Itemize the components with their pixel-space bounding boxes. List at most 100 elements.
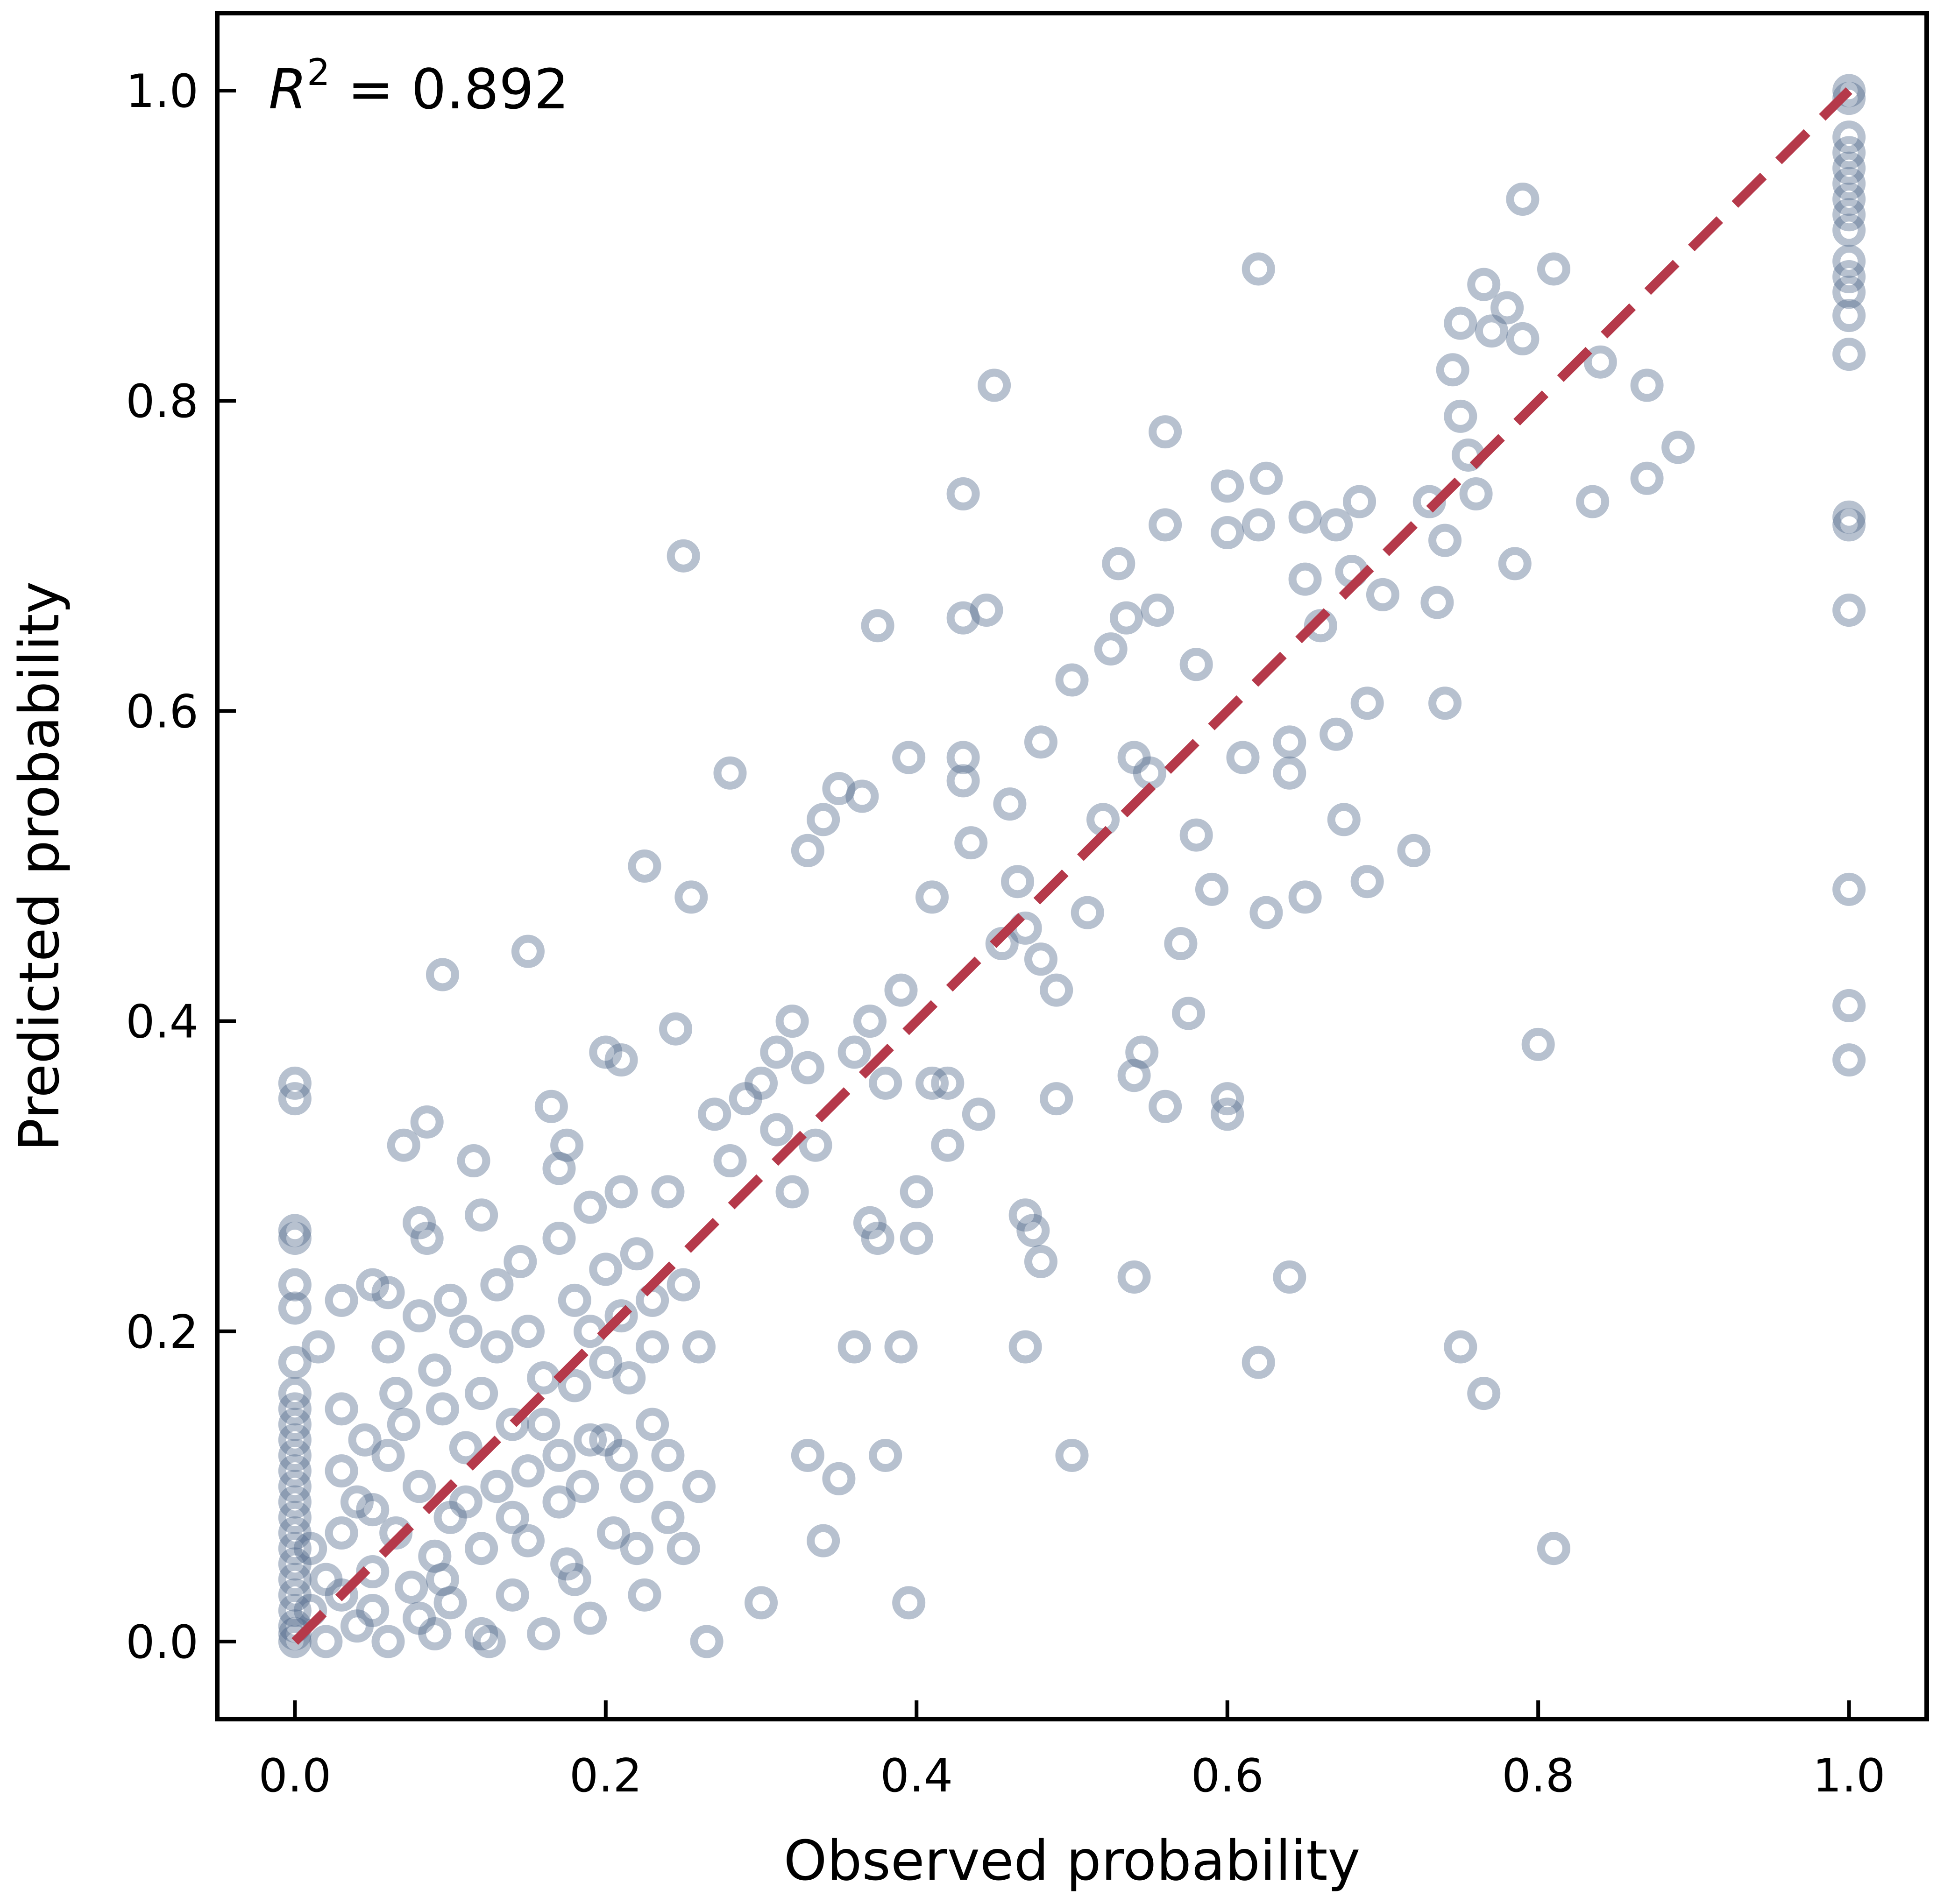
- data-point: [760, 1113, 794, 1147]
- data-point: [745, 1066, 778, 1100]
- data-point: [861, 609, 894, 643]
- data-point: [379, 1377, 413, 1410]
- data-point: [1436, 353, 1469, 387]
- data-point: [496, 1501, 529, 1534]
- data-point: [1008, 1330, 1042, 1364]
- data-point: [1459, 477, 1493, 510]
- data-point: [1832, 276, 1866, 309]
- data-point: [278, 1222, 312, 1255]
- data-point: [1288, 880, 1322, 914]
- data-point: [1172, 997, 1206, 1030]
- y-axis-ticks: 0.0 0.2 0.4 0.6 0.8 1.0: [126, 65, 236, 1669]
- data-point: [348, 1423, 382, 1457]
- data-point: [1475, 314, 1508, 348]
- data-point: [667, 1268, 700, 1302]
- data-point: [457, 1144, 490, 1177]
- data-point: [433, 1586, 467, 1620]
- data-point: [371, 1625, 405, 1658]
- data-point: [1661, 431, 1695, 464]
- data-point: [900, 1222, 933, 1255]
- data-point: [340, 1485, 374, 1519]
- data-point: [604, 1299, 638, 1333]
- data-point: [480, 1330, 514, 1364]
- data-point: [1583, 345, 1617, 379]
- data-point: [970, 594, 1003, 627]
- r-squared-annotation: R2 = 0.892: [269, 52, 569, 121]
- data-point: [946, 601, 980, 635]
- data-point: [822, 1462, 856, 1495]
- data-point: [465, 1617, 498, 1650]
- data-point: [931, 1066, 965, 1100]
- data-point: [915, 880, 949, 914]
- data-point: [278, 1470, 312, 1503]
- data-point: [1071, 896, 1104, 929]
- data-point: [465, 1377, 498, 1410]
- data-point: [278, 1392, 312, 1426]
- data-point: [278, 1532, 312, 1565]
- data-point: [915, 1066, 949, 1100]
- data-point: [775, 1005, 809, 1038]
- data-point: [1117, 1059, 1151, 1092]
- data-point: [1024, 1245, 1057, 1278]
- data-point: [472, 1625, 506, 1658]
- data-point: [1211, 469, 1244, 503]
- data-point: [1320, 717, 1353, 751]
- data-point: [558, 1369, 591, 1402]
- data-point: [433, 1501, 467, 1534]
- data-point: [278, 1423, 312, 1457]
- data-point: [1832, 198, 1866, 232]
- data-point: [1490, 291, 1524, 325]
- data-point: [1366, 578, 1399, 611]
- data-point: [1521, 1027, 1555, 1061]
- data-point: [628, 1578, 661, 1612]
- data-point: [1832, 508, 1866, 542]
- data-point: [791, 1051, 824, 1084]
- data-point: [1211, 1082, 1244, 1116]
- data-point: [1467, 268, 1501, 301]
- data-point: [278, 1268, 312, 1302]
- data-point: [403, 1206, 436, 1239]
- data-point: [713, 1144, 747, 1177]
- data-point: [853, 1005, 887, 1038]
- data-point: [1094, 632, 1128, 666]
- data-point: [807, 1524, 840, 1557]
- data-point: [278, 1563, 312, 1596]
- data-point: [1420, 586, 1454, 619]
- data-point: [589, 1345, 623, 1379]
- data-point: [1397, 834, 1431, 867]
- y-tick-label: 1.0: [126, 65, 199, 118]
- data-point: [1273, 725, 1306, 759]
- x-tick-label: 0.2: [569, 1749, 642, 1803]
- data-point: [674, 880, 708, 914]
- r-symbol: R: [269, 57, 307, 121]
- data-point: [1327, 803, 1361, 836]
- data-point: [729, 1082, 762, 1116]
- data-point: [542, 1438, 576, 1472]
- data-point: [1498, 547, 1532, 580]
- data-point: [1506, 183, 1540, 216]
- data-point: [596, 1516, 630, 1550]
- data-point: [1149, 415, 1182, 449]
- data-point: [589, 1035, 623, 1069]
- data-point: [1444, 399, 1477, 433]
- data-point: [1832, 338, 1866, 371]
- data-point: [356, 1268, 390, 1302]
- x-axis-ticks: 0.0 0.2 0.4 0.6 0.8 1.0: [258, 1700, 1886, 1803]
- data-point: [1537, 1532, 1570, 1565]
- data-point: [775, 1175, 809, 1209]
- data-point: [558, 1563, 591, 1596]
- data-point: [410, 1105, 444, 1139]
- data-point: [1832, 260, 1866, 294]
- data-point: [278, 1578, 312, 1612]
- data-point: [504, 1245, 537, 1278]
- data-point: [620, 1237, 653, 1271]
- data-point: [449, 1431, 482, 1465]
- data-point: [356, 1493, 390, 1527]
- data-point: [604, 1438, 638, 1472]
- data-point: [791, 1438, 824, 1472]
- data-point: [465, 1532, 498, 1565]
- data-point: [278, 1625, 312, 1658]
- data-point: [542, 1152, 576, 1185]
- data-point: [682, 1470, 716, 1503]
